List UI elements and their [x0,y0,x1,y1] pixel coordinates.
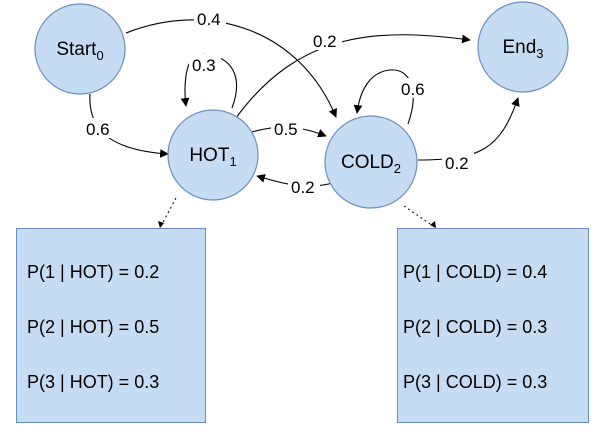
node-start: Start0 [34,3,126,95]
edge-label-start-hot: 0.6 [86,120,110,139]
node-cold-label: COLD [341,152,394,173]
emission-cold-row-1: P(1 | COLD) = 0.4 [403,262,548,282]
svg-text:Start0: Start0 [56,39,103,63]
node-cold: COLD2 [324,115,418,209]
svg-text:COLD2: COLD2 [341,152,401,176]
emission-hot-row-2: P(2 | HOT) = 0.5 [27,317,160,337]
node-start-label: Start [56,39,97,60]
emission-box-hot: P(1 | HOT) = 0.2 P(2 | HOT) = 0.5 P(3 | … [16,228,206,423]
node-end: End3 [477,1,569,93]
edge-label-cold-self: 0.6 [401,80,425,99]
node-end-label: End [502,37,536,58]
emission-box-cold: P(1 | COLD) = 0.4 P(2 | COLD) = 0.3 P(3 … [397,228,589,423]
node-cold-subscript: 2 [394,161,401,176]
emission-connector-cold-arrowhead [430,221,436,228]
edge-cold-self-loop [353,69,414,125]
edge-label-hot-cold: 0.5 [274,120,298,139]
emission-connector-hot [159,197,177,229]
edge-label-start-cold: 0.4 [197,10,221,29]
edge-label-hot-self: 0.3 [192,56,216,75]
node-hot-subscript: 1 [229,154,236,169]
edge-label-hot-end: 0.2 [313,32,337,51]
edge-hot-to-end [235,34,471,119]
svg-text:HOT1: HOT1 [189,145,236,169]
node-hot: HOT1 [167,109,259,201]
node-hot-label: HOT [189,145,230,166]
edge-cold-to-end [417,97,520,161]
node-start-subscript: 0 [96,48,103,63]
emission-cold-row-3: P(3 | COLD) = 0.3 [403,372,548,392]
edge-start-to-cold [125,19,338,118]
node-end-subscript: 3 [536,46,543,61]
emission-hot-row-3: P(3 | HOT) = 0.3 [27,372,160,392]
emission-connector-cold [403,205,437,229]
emission-connector-hot-arrowhead [158,221,164,228]
svg-text:End3: End3 [502,37,543,61]
edge-label-cold-end: 0.2 [445,154,469,173]
emission-cold-row-2: P(2 | COLD) = 0.3 [403,317,548,337]
emission-hot-row-1: P(1 | HOT) = 0.2 [27,262,160,282]
edge-label-cold-hot: 0.2 [291,178,315,197]
